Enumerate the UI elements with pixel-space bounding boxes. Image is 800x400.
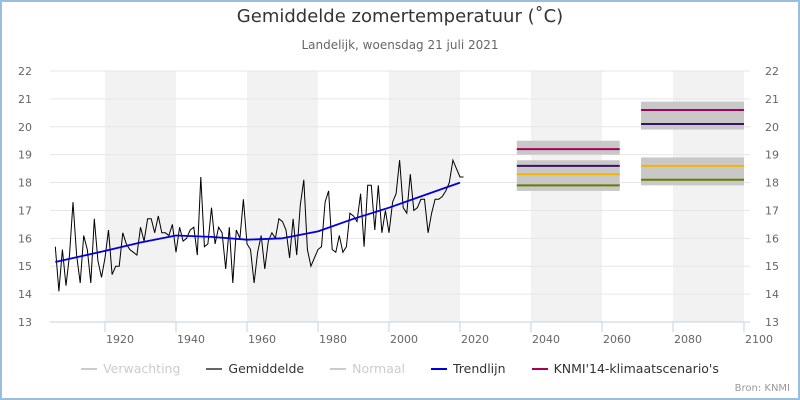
x-tick-label: 1980	[319, 333, 347, 346]
legend-item-normaal[interactable]: Normaal	[330, 361, 405, 376]
x-tick-label: 1940	[177, 333, 205, 346]
y-tick-label-right: 21	[765, 93, 779, 106]
x-tick-label: 2020	[461, 333, 489, 346]
y-tick-label-right: 16	[765, 232, 779, 245]
x-tick-label: 1920	[106, 333, 134, 346]
legend-item-trendlijn[interactable]: Trendlijn	[431, 361, 506, 376]
x-tick-label: 2000	[390, 333, 418, 346]
x-tick-label: 2060	[603, 333, 631, 346]
y-tick-label-left: 17	[18, 204, 32, 217]
y-tick-label-right: 15	[765, 260, 779, 273]
y-tick-label-right: 13	[765, 316, 779, 329]
legend-line-icon	[81, 367, 98, 370]
y-tick-label-right: 22	[765, 65, 779, 78]
source-credit: Bron: KNMI	[734, 383, 790, 394]
y-tick-label-right: 14	[765, 288, 779, 301]
x-tick-label: 1960	[248, 333, 276, 346]
chart-subtitle: Landelijk, woensdag 21 juli 2021	[301, 38, 499, 52]
legend-item-klimaatscenarios[interactable]: KNMI'14-klimaatscenario's	[531, 361, 719, 376]
legend-item-gemiddelde[interactable]: Gemiddelde	[206, 361, 304, 376]
y-tick-label-left: 16	[18, 232, 32, 245]
series-gemiddelde-line	[54, 158, 464, 292]
x-tick-label: 2040	[532, 333, 560, 346]
legend-label: Normaal	[352, 361, 405, 376]
legend-label: Verwachting	[103, 361, 181, 376]
legend-label: Gemiddelde	[228, 361, 305, 376]
y-tick-label-right: 20	[765, 121, 779, 134]
series-trendlijn-line	[55, 181, 461, 263]
y-tick-label-left: 21	[18, 93, 32, 106]
plot-band	[247, 71, 318, 322]
legend-label: KNMI'14-klimaatscenario's	[553, 361, 719, 376]
y-tick-label-left: 14	[18, 288, 32, 301]
legend-line-icon	[206, 367, 223, 370]
y-tick-label-left: 19	[18, 149, 32, 162]
scenario-band	[641, 101, 744, 130]
legend-label: Trendlijn	[453, 361, 506, 376]
y-tick-label-left: 20	[18, 121, 32, 134]
legend: Verwachting Gemiddelde Normaal Trendlijn…	[0, 361, 800, 376]
y-tick-label-left: 22	[18, 65, 32, 78]
y-tick-label-right: 18	[765, 177, 779, 190]
plot-band	[389, 71, 460, 322]
x-tick-label: 2100	[745, 333, 773, 346]
plot-band	[531, 71, 602, 322]
legend-item-verwachting[interactable]: Verwachting	[81, 361, 180, 376]
chart-title: Gemiddelde zomertemperatuur (˚C)	[236, 6, 564, 27]
x-tick-label: 2080	[674, 333, 702, 346]
plot-band	[105, 71, 176, 322]
y-tick-label-left: 18	[18, 177, 32, 190]
y-tick-label-right: 17	[765, 204, 779, 217]
legend-line-icon	[531, 367, 548, 370]
y-tick-label-left: 15	[18, 260, 32, 273]
y-tick-label-left: 13	[18, 316, 32, 329]
legend-line-icon	[431, 367, 447, 370]
y-tick-label-right: 19	[765, 149, 779, 162]
legend-line-icon	[330, 367, 347, 370]
scenario-band	[516, 140, 620, 155]
scenario-band	[641, 157, 744, 186]
